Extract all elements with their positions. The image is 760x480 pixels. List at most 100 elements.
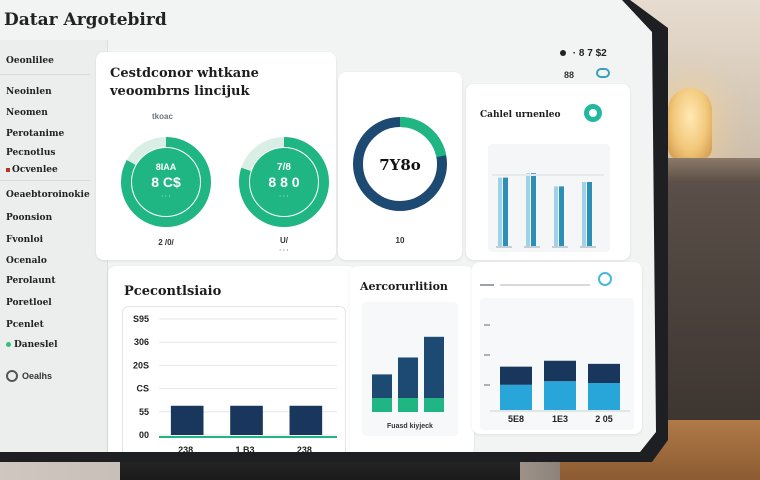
gauge-1-sub: · · · (161, 194, 171, 200)
stack-bottom (544, 381, 576, 410)
stack-panel: 5E8 1E3 2 05 (472, 262, 642, 434)
stack-header-dash (480, 284, 494, 286)
bar-shadow (526, 173, 530, 248)
bar-base (496, 246, 512, 248)
bar-base-segment (398, 398, 418, 412)
sidebar-item[interactable]: Poretloel (6, 298, 52, 308)
stack-top (588, 363, 620, 383)
overview-tab[interactable]: tkoac (152, 112, 173, 121)
sidebar-item[interactable]: Oeaebtoroinokie (6, 190, 90, 200)
x-tick-label: 1 B3 (236, 445, 255, 452)
gauge-arc (121, 137, 211, 227)
sidebar-item[interactable]: Ocvenlee (6, 165, 58, 175)
gauge-chart-1 (121, 137, 211, 227)
stack-bottom (500, 384, 532, 410)
acceleration-panel: Aercorurlition Fuasd kiyjeck (350, 266, 474, 452)
gauge-arc (239, 137, 329, 227)
sidebar-item-label: Oeonlilee (6, 56, 54, 66)
user-label[interactable]: Oealhs (22, 371, 53, 381)
acceleration-chart: Fuasd kiyjeck (372, 336, 444, 430)
sidebar-item-label: Ocvenlee (12, 165, 58, 175)
bars-panel: Cahlel urnenleo (466, 84, 630, 260)
sidebar-item-label: Poonsion (6, 213, 53, 223)
sidebar-divider (0, 180, 90, 181)
sidebar-item-label: Poretloel (6, 298, 52, 308)
y-tick-label: S95 (133, 314, 149, 324)
gauge-2-value: 8 8 0 (268, 174, 300, 190)
gauge-fill (250, 148, 318, 216)
toggle-icon[interactable] (596, 68, 610, 78)
sidebar: Oealhs (0, 40, 108, 452)
sidebar-item[interactable]: Daneslel (6, 340, 58, 350)
y-tick-label: 306 (134, 337, 149, 347)
x-axis-label: Fuasd kiyjeck (387, 423, 433, 430)
bar-base-segment (424, 398, 444, 412)
refresh-icon[interactable] (584, 104, 602, 122)
info-icon[interactable] (598, 272, 612, 286)
sidebar-item[interactable]: Pecnotlus (6, 148, 55, 158)
status-dot-icon (560, 50, 566, 57)
bar (531, 173, 536, 248)
app-title: Datar Argotebird (4, 10, 167, 30)
sidebar-item-label: Fvonloi (6, 235, 44, 245)
sidebar-item[interactable]: Poonsion (6, 213, 52, 223)
gauge-1-label: 8IAA (155, 162, 177, 172)
bar (587, 182, 592, 248)
donut-caption: 10 (395, 236, 405, 245)
gauge-fill (132, 148, 200, 216)
bar (230, 405, 263, 435)
y-tick-mark (484, 324, 490, 326)
user-avatar-icon[interactable] (6, 370, 18, 382)
screen: Datar Argotebird · 8 7 $2 88 Oealhs Oeon… (0, 0, 656, 452)
gauge-1-value: 8 C$ (151, 174, 181, 190)
sidebar-item[interactable]: Fvonloi (6, 235, 43, 245)
stack-chart-area: 5E8 1E3 2 05 (480, 298, 634, 430)
bar (170, 405, 204, 435)
refresh-icon-inner (589, 109, 597, 117)
sidebar-item[interactable]: Ocenalo (6, 256, 47, 266)
status-bar: · 8 7 $2 (560, 48, 607, 59)
bars-panel-title: Cahlel urnenleo (480, 110, 561, 120)
status-icons: 88 (564, 70, 575, 80)
sidebar-item-label: Perolaunt (6, 276, 56, 286)
gauge-2-label: 7/8 (277, 162, 291, 173)
bar (424, 336, 444, 412)
bar-shadow (554, 186, 558, 248)
sidebar-item[interactable]: Perotanime (6, 129, 64, 139)
sidebar-divider (0, 74, 90, 75)
bar-base (580, 246, 596, 248)
x-tick-label: 238 (297, 445, 312, 452)
status-online-icon (6, 342, 11, 347)
overview-panel: Cestdconor whtkane veoombrns lincijuk tk… (96, 52, 336, 260)
y-tick-label: 55 (139, 407, 149, 417)
performance-chart-area: S95 306 20S CS 55 00 238 1 B3 238 (122, 306, 346, 452)
performance-chart: S95 306 20S CS 55 00 238 1 B3 238 (133, 314, 337, 452)
y-tick-mark (484, 354, 490, 356)
sidebar-item[interactable]: Oeonlilee (6, 56, 54, 66)
bar-gridline (492, 174, 604, 176)
gauge-2-sub: · · · (279, 194, 289, 200)
donut-chart (353, 117, 447, 211)
performance-panel: Pcecontlsiaio S95 306 20S CS 55 00 238 1 B3 238 (108, 266, 356, 452)
sidebar-bullet-icon (6, 167, 10, 172)
sidebar-item-label: Daneslel (14, 340, 58, 350)
x-tick-label: 238 (178, 445, 193, 452)
bars-area (488, 144, 610, 252)
status-time: · 8 7 $2 (572, 48, 607, 59)
bar-shadow (582, 182, 586, 248)
sidebar-item[interactable]: Perolaunt (6, 276, 56, 286)
stack-panel-header (480, 282, 592, 288)
bar-base (552, 246, 568, 248)
sidebar-item[interactable]: Pcenlet (6, 320, 44, 330)
gauge-1-caption: 2 /0/ (158, 238, 174, 247)
stack-header-line (500, 284, 590, 286)
bar-base-segment (372, 398, 392, 412)
y-tick-label: 00 (139, 430, 149, 440)
x-tick-label: 2 05 (595, 414, 613, 424)
bar (503, 177, 508, 248)
x-tick-label: 5E8 (508, 414, 524, 424)
gauge-2-caption2: · · · (279, 248, 289, 254)
bar-base (524, 246, 540, 248)
sidebar-item[interactable]: Neomen (6, 108, 48, 118)
sidebar-item[interactable]: Neoinlen (6, 87, 52, 97)
